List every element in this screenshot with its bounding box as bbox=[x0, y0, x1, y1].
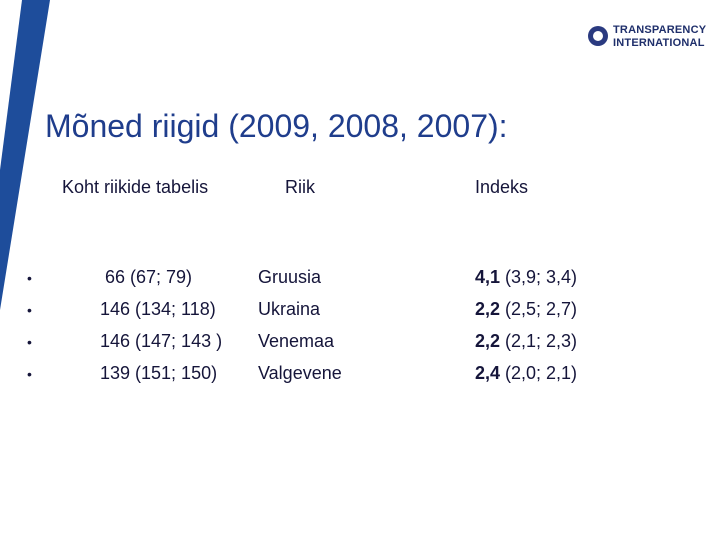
index-history-cell: (2,0; 2,1) bbox=[505, 363, 578, 383]
slide-title: Mõned riigid (2009, 2008, 2007): bbox=[45, 108, 508, 144]
index-history-cell: (2,5; 2,7) bbox=[505, 299, 578, 319]
bullet: • bbox=[27, 302, 32, 318]
column-header: Indeks bbox=[475, 177, 529, 197]
country-cell: Valgevene bbox=[258, 363, 342, 383]
country-cell: Ukraina bbox=[258, 299, 321, 319]
column-header: Koht riikide tabelis bbox=[62, 177, 209, 197]
country-cell: Venemaa bbox=[258, 331, 335, 351]
bullet: • bbox=[27, 270, 32, 286]
index-cell: 2,2 bbox=[475, 331, 501, 351]
index-cell: 2,2 bbox=[475, 299, 501, 319]
logo-line: INTERNATIONAL bbox=[613, 37, 705, 49]
logo-icon-inner bbox=[593, 31, 603, 41]
country-cell: Gruusia bbox=[258, 267, 322, 287]
index-history-cell: (3,9; 3,4) bbox=[505, 267, 578, 287]
rank-cell: 139 (151; 150) bbox=[100, 363, 218, 383]
rank-cell: 146 (134; 118) bbox=[100, 299, 216, 319]
side-stripe bbox=[0, 0, 50, 310]
index-cell: 4,1 bbox=[475, 267, 501, 287]
bullet: • bbox=[27, 334, 32, 350]
logo-line: TRANSPARENCY bbox=[613, 24, 707, 36]
rank-cell: 146 (147; 143 ) bbox=[100, 331, 223, 351]
index-cell: 2,4 bbox=[475, 363, 501, 383]
index-history-cell: (2,1; 2,3) bbox=[505, 331, 578, 351]
rank-cell: 66 (67; 79) bbox=[105, 267, 193, 287]
bullet: • bbox=[27, 366, 32, 382]
column-header: Riik bbox=[285, 177, 315, 197]
